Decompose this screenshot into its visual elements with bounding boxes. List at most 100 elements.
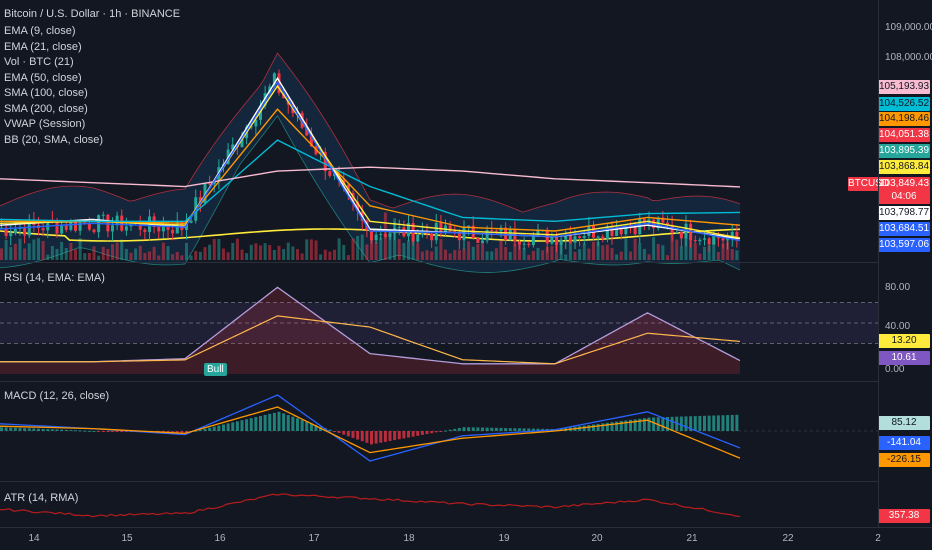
volume-bar: [55, 248, 59, 260]
volume-bar: [27, 243, 31, 260]
volume-bar: [115, 242, 119, 260]
macd-histogram-bar: [300, 419, 304, 431]
macd-histogram-bar: [175, 431, 179, 433]
time-tick-9: 2: [875, 533, 881, 544]
macd-histogram-bar: [185, 431, 188, 433]
candle-body: [721, 238, 725, 241]
price-label-4: 103,895.39: [878, 144, 930, 158]
candle-body: [328, 171, 332, 176]
volume-bar: [679, 246, 683, 260]
macd-histogram-bar: [120, 431, 124, 432]
volume-bar: [101, 246, 105, 260]
macd-histogram-bar: [605, 422, 609, 431]
volume-bar: [64, 248, 68, 260]
candle-body: [666, 222, 669, 225]
volume-bar: [439, 239, 443, 260]
candle-body: [610, 226, 614, 237]
candle-body: [180, 221, 184, 231]
macd-histogram-bar: [513, 428, 517, 431]
macd-histogram-bar: [596, 423, 600, 431]
volume-bar: [541, 250, 545, 260]
volume-bar: [370, 233, 373, 260]
rsi-fill: [0, 287, 740, 374]
price-label-6: 103,849.43: [878, 177, 930, 191]
candle-body: [698, 239, 702, 242]
candle-body: [13, 229, 17, 234]
macd-histogram-bar: [337, 431, 341, 434]
candle-body: [504, 227, 508, 241]
macd-histogram-bar: [37, 428, 40, 431]
indicator-legend-3[interactable]: EMA (50, close): [4, 71, 82, 84]
indicator-legend-6[interactable]: VWAP (Session): [4, 118, 86, 130]
macd-histogram-bar: [518, 428, 521, 431]
volume-bar: [342, 244, 346, 260]
volume-bar: [189, 255, 193, 260]
volume-bar: [337, 238, 341, 260]
indicator-legend-5[interactable]: SMA (200, close): [4, 102, 88, 115]
indicator-legend-4[interactable]: SMA (100, close): [4, 87, 88, 99]
candle-body: [9, 233, 13, 236]
volume-bar: [69, 243, 73, 260]
volume-bar: [476, 243, 480, 260]
candle-body: [305, 127, 309, 136]
chart-title: Bitcoin / U.S. Dollar · 1h · BINANCE: [4, 8, 181, 20]
volume-bar: [263, 243, 267, 260]
bollinger-upper-line: [0, 52, 741, 213]
volume-bar: [351, 238, 355, 260]
macd-histogram-bar: [351, 431, 355, 438]
volume-bar: [716, 251, 720, 260]
candle-body: [615, 229, 619, 237]
macd-histogram-bar: [453, 428, 457, 431]
candle-body: [175, 221, 179, 234]
volume-bar: [32, 239, 36, 260]
candle-body: [379, 234, 383, 236]
candle-body: [166, 225, 170, 230]
macd-histogram-bar: [46, 429, 50, 431]
candle-body: [249, 126, 253, 128]
rsi-tick-40: 40.00: [885, 321, 911, 332]
candle-body: [568, 234, 572, 243]
candle-body: [231, 144, 235, 150]
volume-bar: [249, 244, 253, 260]
macd-histogram-bar: [365, 431, 369, 443]
candle-body: [555, 236, 558, 245]
volume-bar: [259, 245, 262, 260]
pane-divider-rsi[interactable]: [0, 262, 878, 263]
volume-bar: [245, 253, 249, 260]
macd-histogram-bar: [689, 416, 693, 431]
indicator-legend-1[interactable]: EMA (21, close): [4, 40, 82, 53]
indicator-legend-0[interactable]: EMA (9, close): [4, 25, 76, 37]
time-tick-6: 20: [591, 533, 603, 544]
volume-bar: [397, 238, 401, 260]
macd-histogram-bar: [69, 430, 73, 432]
indicator-legend-2[interactable]: Vol · BTC (21): [4, 56, 74, 68]
volume-bar: [564, 254, 568, 260]
volume-bar: [240, 249, 244, 260]
volume-bar: [587, 248, 591, 260]
candle-body: [277, 73, 281, 93]
volume-bar: [106, 248, 110, 260]
macd-histogram-bar: [430, 431, 434, 434]
indicator-legend-7[interactable]: BB (20, SMA, close): [4, 133, 104, 146]
macd-histogram-bar: [647, 417, 651, 431]
pane-divider-atr[interactable]: [0, 481, 878, 482]
macd-histogram-bar: [541, 428, 545, 431]
candle-body: [467, 225, 471, 228]
candle-body: [601, 236, 605, 240]
macd-histogram-bar: [60, 429, 64, 431]
pane-divider-macd[interactable]: [0, 381, 878, 382]
candle-body: [74, 221, 77, 231]
macd-histogram-bar: [282, 413, 286, 431]
macd-histogram-bar: [726, 415, 730, 431]
time-tick-7: 21: [686, 533, 698, 544]
macd-histogram-bar: [272, 412, 276, 431]
macd-histogram-bar: [383, 431, 387, 442]
volume-bar: [499, 240, 503, 260]
candle-body: [374, 234, 378, 241]
volume-bar: [226, 252, 230, 260]
macd-histogram-bar: [393, 431, 397, 441]
volume-bar: [157, 255, 161, 260]
candle-body: [208, 183, 212, 185]
